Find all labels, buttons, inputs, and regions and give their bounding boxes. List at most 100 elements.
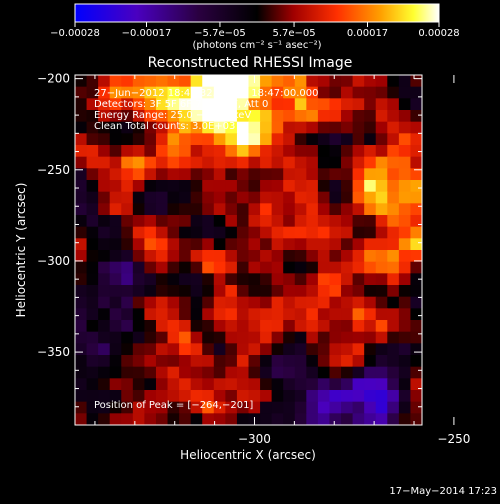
heatmap-cell [75,331,88,344]
heatmap-cell [179,203,192,216]
heatmap-cell [121,331,134,344]
heatmap-cell [109,261,122,274]
heatmap-cell [260,378,273,391]
heatmap-cell [225,413,238,425]
heatmap-cell [132,366,145,379]
heatmap-cell [132,285,145,298]
heatmap-cell [236,413,250,425]
heatmap-cell [98,308,111,321]
y-axis-label: Heliocentric Y (arcsec) [14,183,28,318]
heatmap-cell [236,285,250,298]
heatmap-cell [364,378,377,391]
heatmap-cell [236,226,250,239]
heatmap-cell [86,86,99,99]
heatmap-cell [398,203,412,216]
heatmap-cell [329,273,342,286]
heatmap-cell [225,378,238,391]
heatmap-cell [387,285,400,298]
heatmap-cell [387,191,400,204]
heatmap-cell [225,320,238,333]
y-tick-label: −200 [37,72,70,86]
heatmap-cell [202,331,215,344]
heatmap-cell [213,168,226,181]
heatmap-cell [202,180,215,193]
heatmap-cell [352,250,365,263]
heatmap-cell [144,110,157,123]
heatmap-cell [121,226,134,239]
heatmap-cell [329,296,342,309]
heatmap-cell [352,75,365,88]
heatmap-cell [317,401,331,414]
heatmap-cell [109,366,122,379]
heatmap-cell [179,191,192,204]
heatmap-cell [375,413,388,425]
heatmap-cell [294,308,307,321]
heatmap-cell [283,191,296,204]
heatmap-cell [410,390,422,403]
heatmap-cell [236,98,250,111]
heatmap-cell [271,296,284,309]
heatmap-cell [190,366,203,379]
heatmap-cell [144,355,157,368]
heatmap-cell [283,110,296,123]
heatmap-cell [190,98,203,111]
heatmap-cell [236,145,250,158]
heatmap-cell [341,413,354,425]
heatmap-cell [202,343,215,356]
heatmap-cell [283,355,296,368]
heatmap-cell [190,343,203,356]
heatmap-cell [202,366,215,379]
heatmap-cell [236,110,250,123]
heatmap-cell [213,215,226,228]
heatmap-cell [225,390,238,403]
annotation-line: Detectors: 3F 5F 6F 7F 8F 9F, Att 0 [94,99,268,110]
heatmap-cell [364,86,377,99]
heatmap-cell [248,121,261,134]
heatmap-cell [144,121,157,134]
heatmap-cell [132,98,145,111]
heatmap-cell [329,378,342,391]
heatmap-cell [410,203,422,216]
heatmap-cell [271,86,284,99]
colorbar-ticks: −0.00028 −0.00017 −5.7e−05 5.7e−05 0.00017 0.… [50,22,460,39]
heatmap-cell [341,320,354,333]
heatmap-cell [75,86,88,99]
heatmap-cell [202,156,215,169]
heatmap-cell [132,273,145,286]
heatmap-cell [306,86,319,99]
heatmap-cell [410,110,422,123]
heatmap-cell [410,226,422,239]
heatmap-cell [364,133,377,146]
heatmap-cell [167,110,180,123]
heatmap-cell [260,75,273,88]
heatmap-cell [213,226,226,239]
heatmap-cell [341,355,354,368]
heatmap-cell [341,191,354,204]
heatmap-cell [132,180,145,193]
heatmap-cell [236,261,250,274]
heatmap-cell [248,86,261,99]
heatmap-cell [260,355,273,368]
heatmap-cell [132,401,145,414]
heatmap-cell [155,261,169,274]
heatmap-cell [352,320,365,333]
heatmap-cell [341,180,354,193]
heatmap-cell [341,296,354,309]
heatmap-cell [352,156,365,169]
heatmap-cell [375,250,388,263]
heatmap-cell [155,355,169,368]
heatmap-cell [271,156,284,169]
heatmap-cell [375,343,388,356]
heatmap-cell [109,191,122,204]
heatmap-cell [341,331,354,344]
heatmap-cell [213,250,226,263]
heatmap-cell [352,121,365,134]
heatmap-cell [260,133,273,146]
heatmap-cell [364,273,377,286]
heatmap-cell [306,285,319,298]
heatmap-cell [398,86,412,99]
annotation-line: Clean Total counts: 3.0E+03 [94,121,235,132]
heatmap-cell [398,343,412,356]
heatmap-cell [202,133,215,146]
heatmap-cell [375,191,388,204]
